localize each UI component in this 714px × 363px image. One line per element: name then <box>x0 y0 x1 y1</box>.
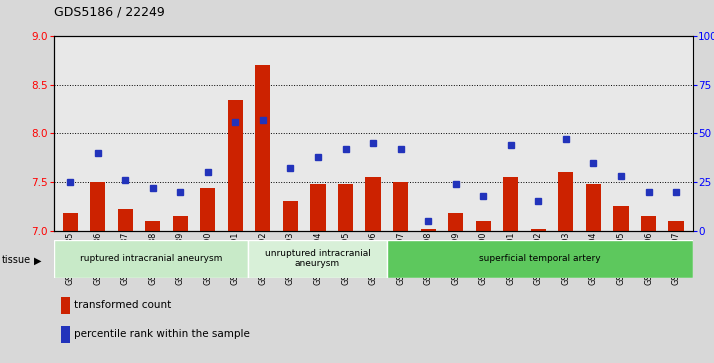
Bar <box>145 221 160 231</box>
Text: ▶: ▶ <box>34 255 42 265</box>
Text: transformed count: transformed count <box>74 300 171 310</box>
Bar <box>63 213 78 231</box>
Bar <box>531 229 546 231</box>
Bar <box>228 101 243 231</box>
Bar <box>558 172 573 231</box>
Text: ruptured intracranial aneurysm: ruptured intracranial aneurysm <box>79 254 222 263</box>
Text: tissue: tissue <box>1 255 31 265</box>
Bar <box>393 182 408 231</box>
Bar <box>173 216 188 231</box>
Bar <box>641 216 656 231</box>
Text: GDS5186 / 22249: GDS5186 / 22249 <box>54 5 164 19</box>
Bar <box>586 184 601 231</box>
Bar <box>503 177 518 231</box>
Bar <box>366 177 381 231</box>
Bar <box>668 221 683 231</box>
Bar <box>338 184 353 231</box>
Bar <box>448 213 463 231</box>
Bar <box>248 240 387 278</box>
Bar <box>387 240 693 278</box>
Bar <box>283 201 298 231</box>
Text: superficial temporal artery: superficial temporal artery <box>479 254 600 263</box>
Bar <box>54 240 248 278</box>
Bar <box>118 209 133 231</box>
Bar <box>421 229 436 231</box>
Bar <box>256 65 271 231</box>
Bar <box>90 182 105 231</box>
Text: unruptured intracranial
aneurysm: unruptured intracranial aneurysm <box>265 249 371 268</box>
Text: percentile rank within the sample: percentile rank within the sample <box>74 329 249 339</box>
Bar <box>476 221 491 231</box>
Bar <box>200 188 216 231</box>
Bar <box>613 206 628 231</box>
Bar <box>311 184 326 231</box>
